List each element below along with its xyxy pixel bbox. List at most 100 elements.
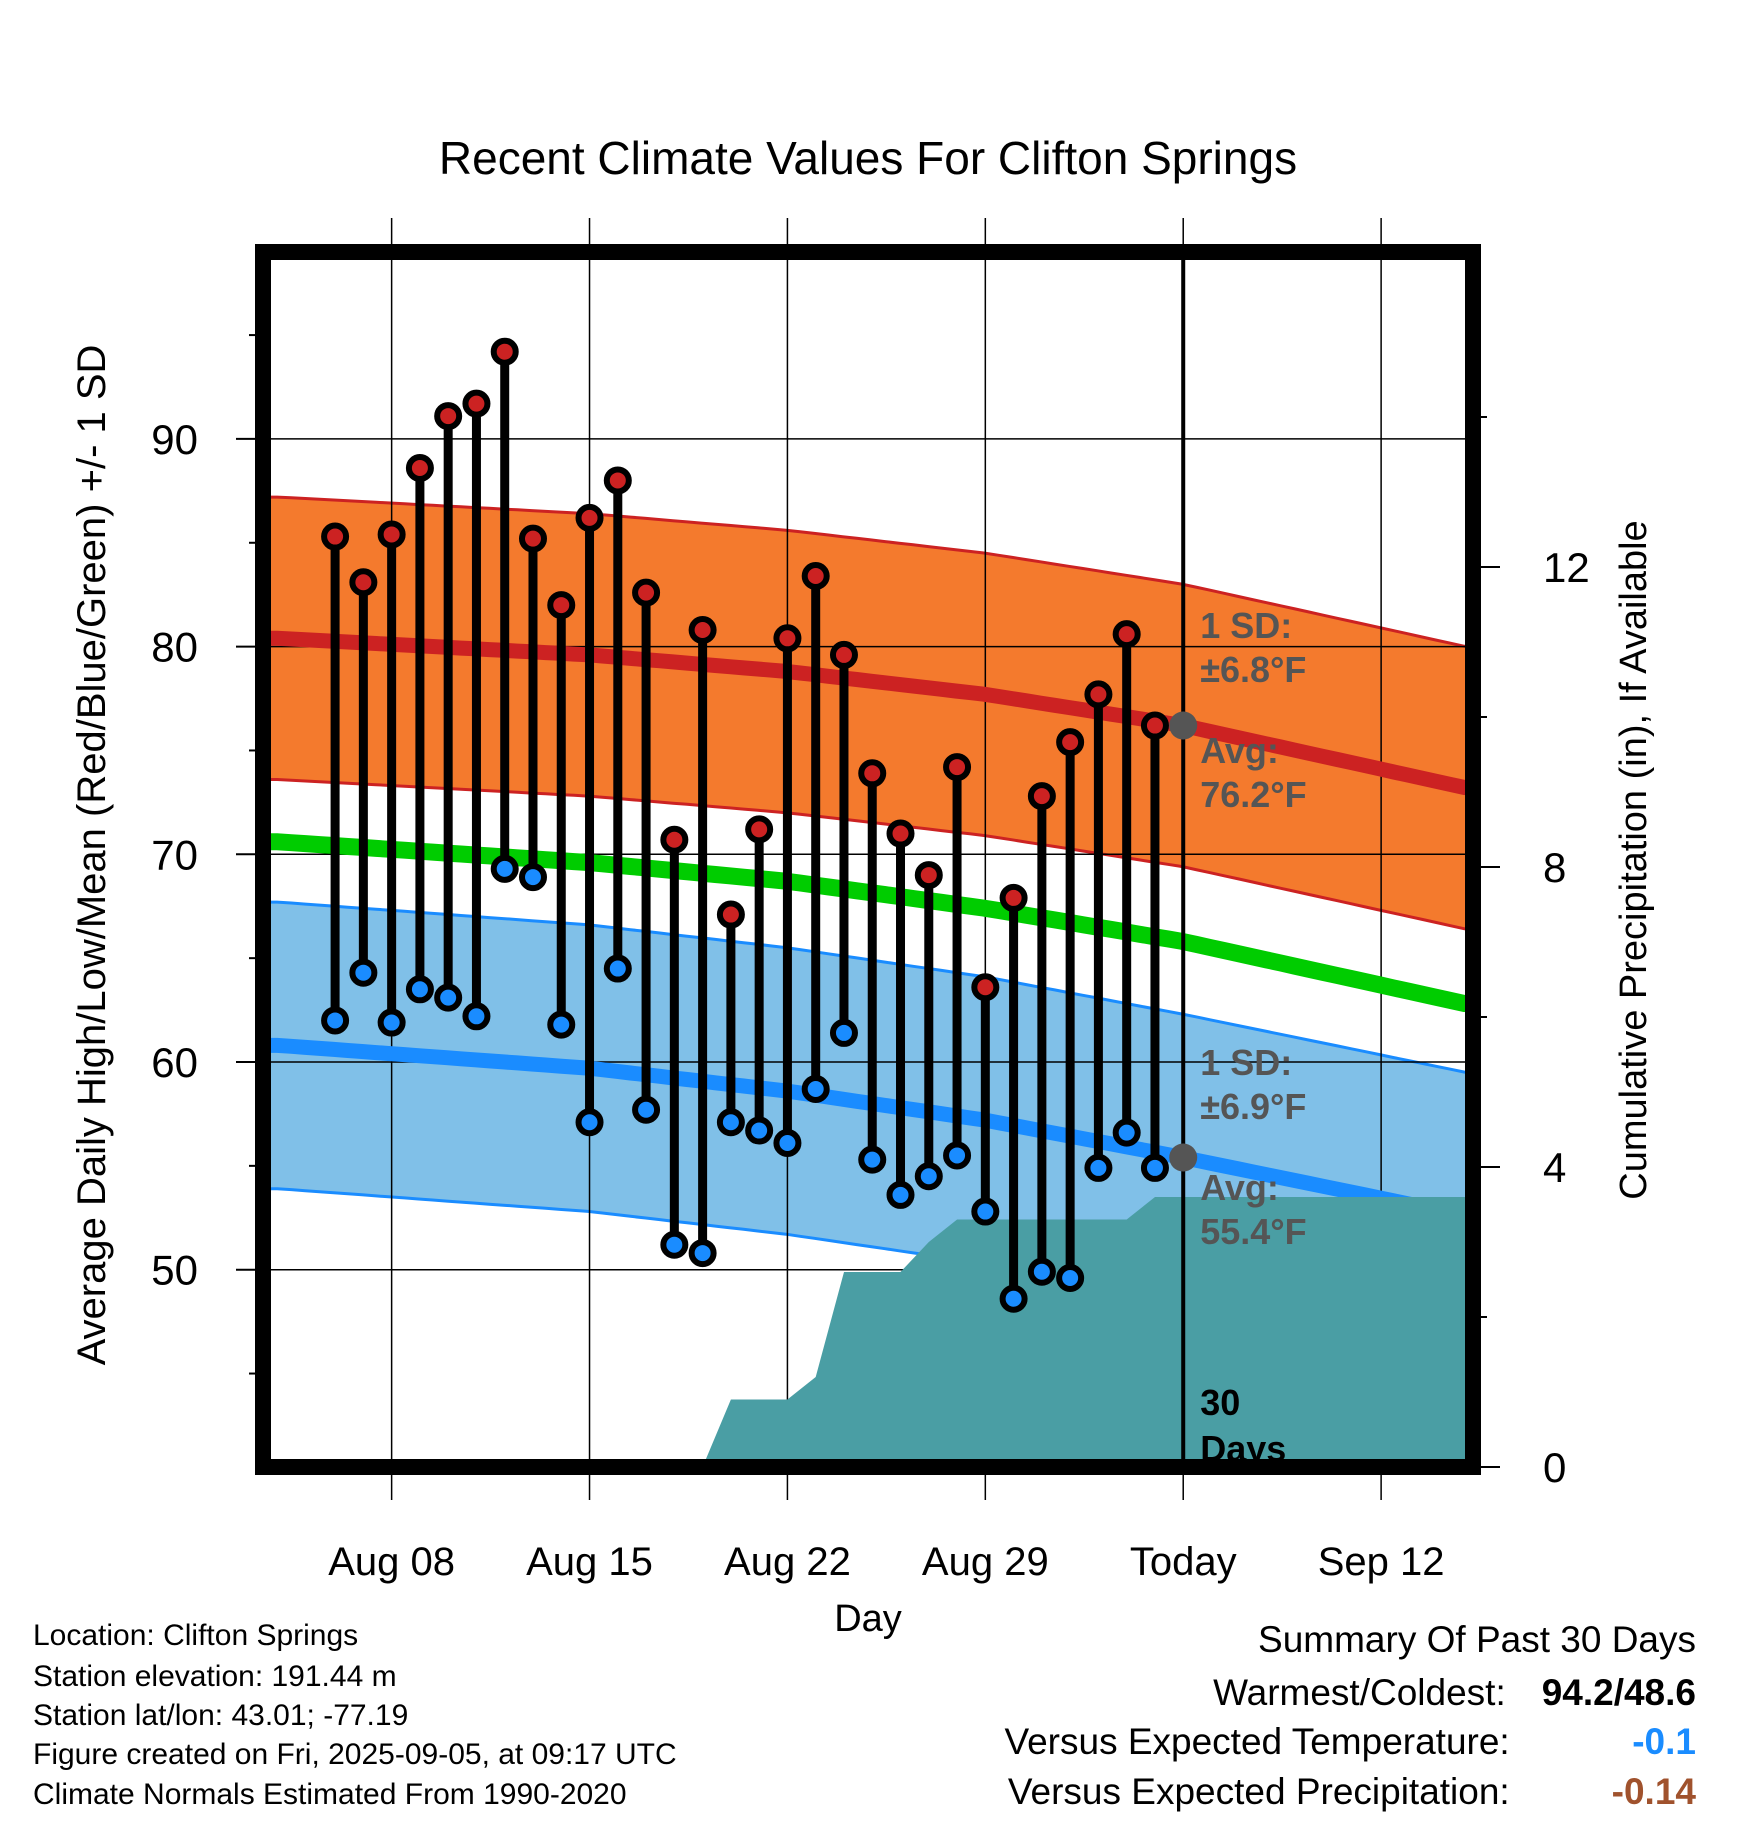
plot-frame — [255, 244, 1481, 1475]
obs-high-point-13 — [688, 616, 717, 644]
summary-warm-cold: Warmest/Coldest: 94.2/48.6 — [1213, 1673, 1696, 1713]
summary-title: Summary Of Past 30 Days — [1258, 1619, 1696, 1660]
obs-high-point-26 — [1056, 728, 1085, 757]
x-axis-label: Day — [834, 1598, 902, 1640]
obs-low-point-0 — [321, 1006, 350, 1035]
info-normals: Climate Normals Estimated From 1990-2020 — [33, 1778, 627, 1811]
obs-high-point-18 — [829, 640, 858, 669]
obs-low-point-16 — [773, 1129, 802, 1157]
y2-tick-label-3: 12 — [1543, 544, 1590, 591]
x-tick-label-0: Aug 08 — [328, 1540, 455, 1584]
info-location: Location: Clifton Springs — [33, 1619, 359, 1652]
obs-low-point-2 — [377, 1008, 406, 1037]
low-sd-value: ±6.9°F — [1200, 1086, 1306, 1127]
obs-low-point-10 — [603, 954, 632, 983]
obs-high-point-2 — [377, 520, 406, 549]
obs-high-point-5 — [462, 389, 491, 418]
x-tick-label-1: Aug 15 — [526, 1540, 653, 1584]
obs-low-point-25 — [1027, 1257, 1056, 1286]
summary-precip: Versus Expected Precipitation: -0.14 — [1008, 1772, 1696, 1812]
summary-warm-cold-value: 94.2/48.6 — [1541, 1672, 1696, 1713]
y2-axis-label: Cumulative Precipitation (in), If Availa… — [1613, 520, 1655, 1199]
obs-low-point-1 — [349, 958, 378, 987]
precip-days-value: 30 — [1200, 1382, 1240, 1423]
y-tick-label-3: 80 — [151, 624, 198, 671]
obs-high-point-12 — [660, 825, 689, 854]
y-tick-label-1: 60 — [151, 1039, 198, 1086]
high-sd-upper-edge — [263, 495, 1473, 649]
obs-low-point-18 — [829, 1018, 858, 1047]
obs-high-point-10 — [603, 466, 632, 495]
obs-high-point-3 — [405, 454, 434, 482]
obs-low-point-20 — [886, 1180, 915, 1209]
x-tick-label-5: Sep 12 — [1318, 1540, 1445, 1584]
y-tick-label-0: 50 — [151, 1247, 198, 1294]
avg-high-line — [263, 630, 1473, 796]
obs-low-point-7 — [518, 863, 547, 892]
obs-low-point-13 — [688, 1239, 717, 1268]
obs-high-point-6 — [490, 337, 519, 366]
obs-high-point-25 — [1027, 782, 1056, 811]
y2-tick-label-1: 4 — [1543, 1144, 1566, 1191]
obs-low-point-9 — [575, 1108, 604, 1137]
obs-high-point-4 — [434, 402, 463, 431]
obs-low-point-22 — [943, 1141, 972, 1170]
obs-high-point-27 — [1084, 680, 1113, 709]
y-tick-label-4: 90 — [151, 416, 198, 463]
y2-tick-label-2: 8 — [1543, 844, 1566, 891]
obs-low-point-24 — [999, 1284, 1028, 1313]
obs-low-point-11 — [632, 1095, 661, 1124]
low-avg-value: 55.4°F — [1200, 1211, 1306, 1252]
obs-high-point-9 — [575, 503, 604, 532]
y-axis-label: Average Daily High/Low/Mean (Red/Blue/Gr… — [70, 345, 114, 1366]
obs-high-point-16 — [773, 624, 802, 653]
y2-tick-label-0: 0 — [1543, 1444, 1566, 1491]
obs-high-point-7 — [518, 524, 547, 553]
x-tick-label-2: Aug 22 — [724, 1540, 851, 1584]
x-tick-label-3: Aug 29 — [922, 1540, 1049, 1584]
info-elevation: Station elevation: 191.44 m — [33, 1660, 397, 1693]
obs-high-point-14 — [716, 900, 745, 929]
obs-low-point-23 — [971, 1197, 1000, 1226]
obs-high-point-11 — [632, 578, 661, 607]
obs-low-point-26 — [1056, 1264, 1085, 1292]
obs-low-point-5 — [462, 1002, 491, 1031]
obs-low-point-14 — [716, 1108, 745, 1137]
obs-low-point-27 — [1084, 1153, 1113, 1182]
chart-title: Recent Climate Values For Clifton Spring… — [439, 132, 1297, 184]
obs-low-point-29 — [1140, 1153, 1169, 1182]
info-latlon: Station lat/lon: 43.01; -77.19 — [33, 1699, 409, 1732]
obs-low-point-3 — [405, 975, 434, 1004]
obs-high-point-19 — [858, 759, 887, 788]
obs-low-point-17 — [801, 1075, 830, 1103]
summary-temp-value: -0.1 — [1632, 1721, 1696, 1762]
today-high-marker — [1169, 711, 1198, 740]
low-sd-label: 1 SD: — [1200, 1042, 1292, 1083]
obs-low-point-21 — [914, 1162, 943, 1191]
obs-high-point-20 — [886, 819, 915, 848]
obs-high-point-8 — [547, 591, 576, 620]
obs-high-point-29 — [1140, 711, 1169, 740]
summary-warm-cold-label: Warmest/Coldest: — [1213, 1672, 1506, 1713]
low-avg-label: Avg: — [1200, 1167, 1279, 1208]
info-created: Figure created on Fri, 2025-09-05, at 09… — [33, 1738, 677, 1771]
high-sd-value: ±6.8°F — [1200, 649, 1306, 690]
obs-low-point-12 — [660, 1230, 689, 1259]
summary-temp-label: Versus Expected Temperature: — [1004, 1721, 1510, 1762]
precip-days-label: Days — [1200, 1428, 1286, 1469]
today-low-marker — [1169, 1143, 1198, 1172]
summary-precip-label: Versus Expected Precipitation: — [1007, 1771, 1510, 1812]
obs-low-point-28 — [1112, 1118, 1141, 1147]
obs-high-point-21 — [914, 861, 943, 890]
obs-low-point-8 — [547, 1010, 576, 1039]
obs-high-point-24 — [999, 883, 1028, 912]
obs-high-point-23 — [971, 973, 1000, 1002]
obs-low-point-6 — [490, 854, 519, 883]
obs-low-point-4 — [434, 983, 463, 1012]
high-sd-label: 1 SD: — [1200, 605, 1292, 646]
obs-high-point-22 — [943, 753, 972, 782]
high-avg-value: 76.2°F — [1200, 774, 1306, 815]
y-tick-label-2: 70 — [151, 831, 198, 878]
obs-low-point-19 — [858, 1145, 887, 1174]
